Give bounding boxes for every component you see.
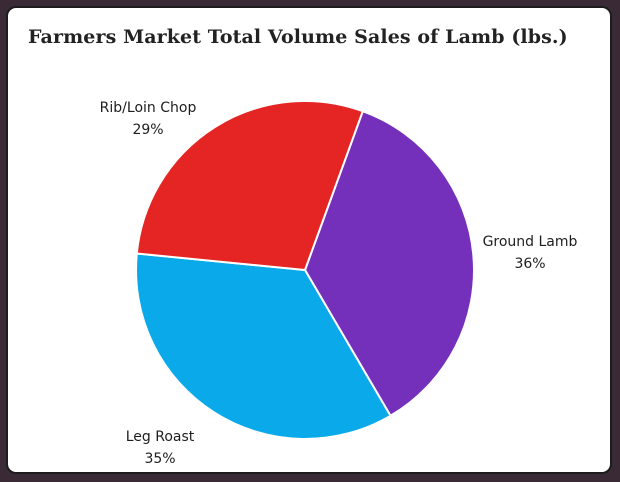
pie-slice-leg-roast xyxy=(135,252,392,440)
slice-label: Ground Lamb xyxy=(483,234,578,250)
slice-percent-label: 36% xyxy=(514,256,545,272)
chart-card: Farmers Market Total Volume Sales of Lam… xyxy=(6,6,612,474)
chart-title: Farmers Market Total Volume Sales of Lam… xyxy=(28,26,568,48)
slice-label: Leg Roast xyxy=(126,429,195,445)
pie-chart: Ground Lamb 36% Leg Roast 35% Rib/Loin Chop 2… xyxy=(100,100,578,467)
pie-slice-rib-loin-chop xyxy=(135,100,365,272)
slice-percent-label: 29% xyxy=(132,122,163,138)
slice-label: Rib/Loin Chop xyxy=(100,100,197,116)
pie-labels: Ground Lamb 36% Leg Roast 35% Rib/Loin Chop 2… xyxy=(100,100,578,467)
pie-slice-ground-lamb xyxy=(303,109,475,418)
pie-slices xyxy=(135,100,475,440)
slice-percent-label: 35% xyxy=(144,451,175,467)
